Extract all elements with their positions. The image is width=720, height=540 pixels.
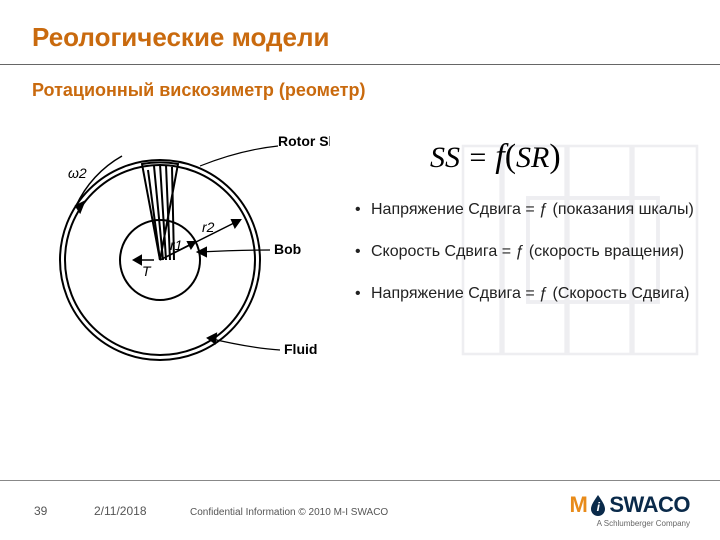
- footer: 39 2/11/2018 Confidential Information © …: [0, 480, 720, 540]
- logo: M i SWACO A Schlumberger Company: [570, 492, 690, 528]
- label-T: T: [142, 263, 152, 279]
- eq-eq: =: [460, 141, 495, 174]
- footer-date: 2/11/2018: [94, 504, 147, 518]
- eq-f: f: [495, 138, 504, 175]
- label-rotor: Rotor Sleeve: [278, 133, 330, 149]
- logo-m: M: [570, 492, 588, 518]
- logo-swaco: SWACO: [609, 492, 690, 518]
- eq-arg-inner: SR: [516, 141, 549, 174]
- label-bob: Bob: [274, 241, 301, 257]
- slide: Реологические модели Ротационный вискози…: [0, 0, 720, 540]
- rheometer-diagram: Rotor Sleeve Bob Fluid ω2 r1 r2 T: [30, 120, 330, 380]
- footer-confidential: Confidential Information © 2010 M-I SWAC…: [190, 507, 388, 518]
- logo-tagline: A Schlumberger Company: [570, 519, 690, 528]
- logo-droplet-icon: i: [589, 494, 607, 516]
- title-rule: [0, 64, 720, 65]
- label-omega: ω2: [68, 165, 87, 181]
- bullet-list: Напряжение Сдвига = ƒ (показания шкалы) …: [355, 200, 695, 326]
- footer-rule: [0, 480, 720, 481]
- equation: SS = f(SR): [430, 138, 561, 176]
- bullet-item: Скорость Сдвига = ƒ (скорость вращения): [355, 242, 695, 262]
- bullet-item: Напряжение Сдвига = ƒ (Скорость Сдвига): [355, 284, 695, 304]
- label-fluid: Fluid: [284, 341, 317, 357]
- page-number: 39: [34, 504, 47, 518]
- label-r1: r1: [170, 237, 182, 253]
- logo-main: M i SWACO: [570, 492, 690, 518]
- label-r2: r2: [202, 219, 215, 235]
- eq-lhs: SS: [430, 141, 460, 174]
- page-title: Реологические модели: [32, 22, 330, 53]
- bullet-item: Напряжение Сдвига = ƒ (показания шкалы): [355, 200, 695, 220]
- subtitle: Ротационный вискозиметр (реометр): [32, 80, 365, 101]
